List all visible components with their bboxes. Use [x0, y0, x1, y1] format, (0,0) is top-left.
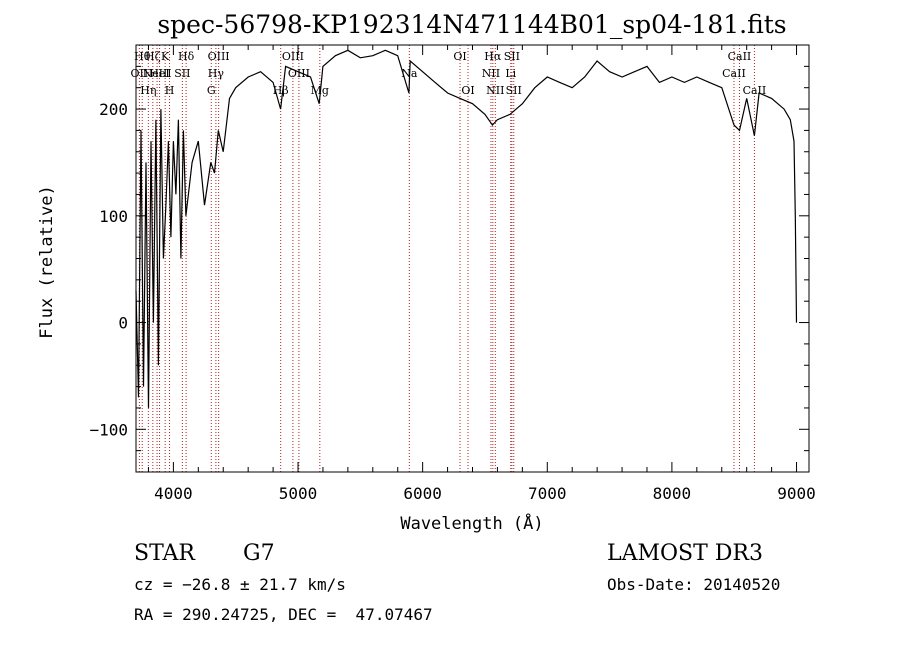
line-label: Hζ — [145, 50, 161, 63]
line-label: OIII — [208, 50, 230, 63]
line-label: OI — [461, 84, 474, 97]
survey-name: LAMOST DR3 — [607, 541, 763, 566]
y-tick-label: 100 — [99, 207, 128, 226]
line-label: OII — [131, 67, 149, 80]
x-axis-label: Wavelength (Å) — [400, 512, 543, 534]
x-tick-label: 8000 — [653, 484, 692, 503]
line-label: K — [161, 50, 170, 63]
line-label: NII — [482, 67, 500, 80]
spectrum-line — [135, 49, 798, 408]
line-markers — [138, 45, 755, 472]
line-label: Hγ — [208, 67, 225, 80]
axes: 4000 5000 6000 7000 8000 9000 −100 0 100 200 — [89, 44, 816, 503]
y-tick-label: −100 — [89, 420, 128, 439]
x-tick-label: 4000 — [154, 484, 193, 503]
line-label: OIII — [282, 50, 304, 63]
line-label: Hη — [140, 84, 156, 97]
line-label: NeIII — [142, 67, 171, 80]
object-class: STAR — [134, 541, 196, 566]
x-tick-label: 9000 — [777, 484, 816, 503]
line-label: SII — [174, 67, 190, 80]
obs-date-text: Obs-Date: 20140520 — [607, 575, 780, 594]
line-label: SII — [504, 50, 520, 63]
redshift-text: cz = −26.8 ± 21.7 km/s — [134, 575, 346, 594]
line-label: Hδ — [178, 50, 195, 63]
x-tick-label: 7000 — [528, 484, 567, 503]
y-axis-label: Flux (relative) — [37, 185, 57, 339]
line-labels: OIIHθHηHζNeIIIHeIKHSIIHδGHγOIIIHβOIIIOII… — [131, 50, 767, 97]
line-label: Hα — [484, 50, 502, 63]
line-label: HeI — [149, 67, 169, 80]
line-label: CaII — [728, 50, 752, 63]
line-label: SII — [506, 84, 522, 97]
line-label: Hθ — [134, 50, 151, 63]
line-label: H — [165, 84, 175, 97]
line-label: OI — [453, 50, 466, 63]
line-label: CaII — [722, 67, 746, 80]
x-tick-label: 5000 — [279, 484, 318, 503]
coordinates-text: RA = 290.24725, DEC = 47.07467 — [134, 605, 433, 624]
line-label: G — [207, 84, 216, 97]
line-label: Li — [505, 67, 516, 80]
line-label: NII — [486, 84, 504, 97]
line-label: Mg — [311, 84, 329, 97]
y-tick-label: 0 — [118, 314, 128, 333]
chart-title: spec-56798-KP192314N471144B01_sp04-181.f… — [157, 10, 786, 39]
x-tick-label: 6000 — [403, 484, 442, 503]
object-subclass: G7 — [243, 541, 275, 566]
plot-frame — [135, 44, 810, 473]
y-tick-label: 200 — [99, 100, 128, 119]
